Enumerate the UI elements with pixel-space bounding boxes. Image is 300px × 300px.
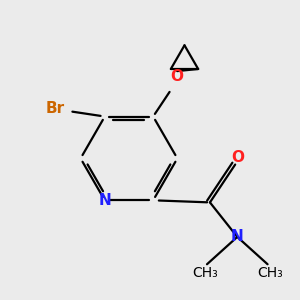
Text: CH₃: CH₃	[192, 266, 218, 280]
Text: N: N	[231, 230, 244, 244]
Text: O: O	[231, 150, 244, 165]
Text: N: N	[98, 193, 111, 208]
Text: CH₃: CH₃	[257, 266, 283, 280]
Text: Br: Br	[46, 100, 65, 116]
Text: O: O	[171, 69, 184, 84]
